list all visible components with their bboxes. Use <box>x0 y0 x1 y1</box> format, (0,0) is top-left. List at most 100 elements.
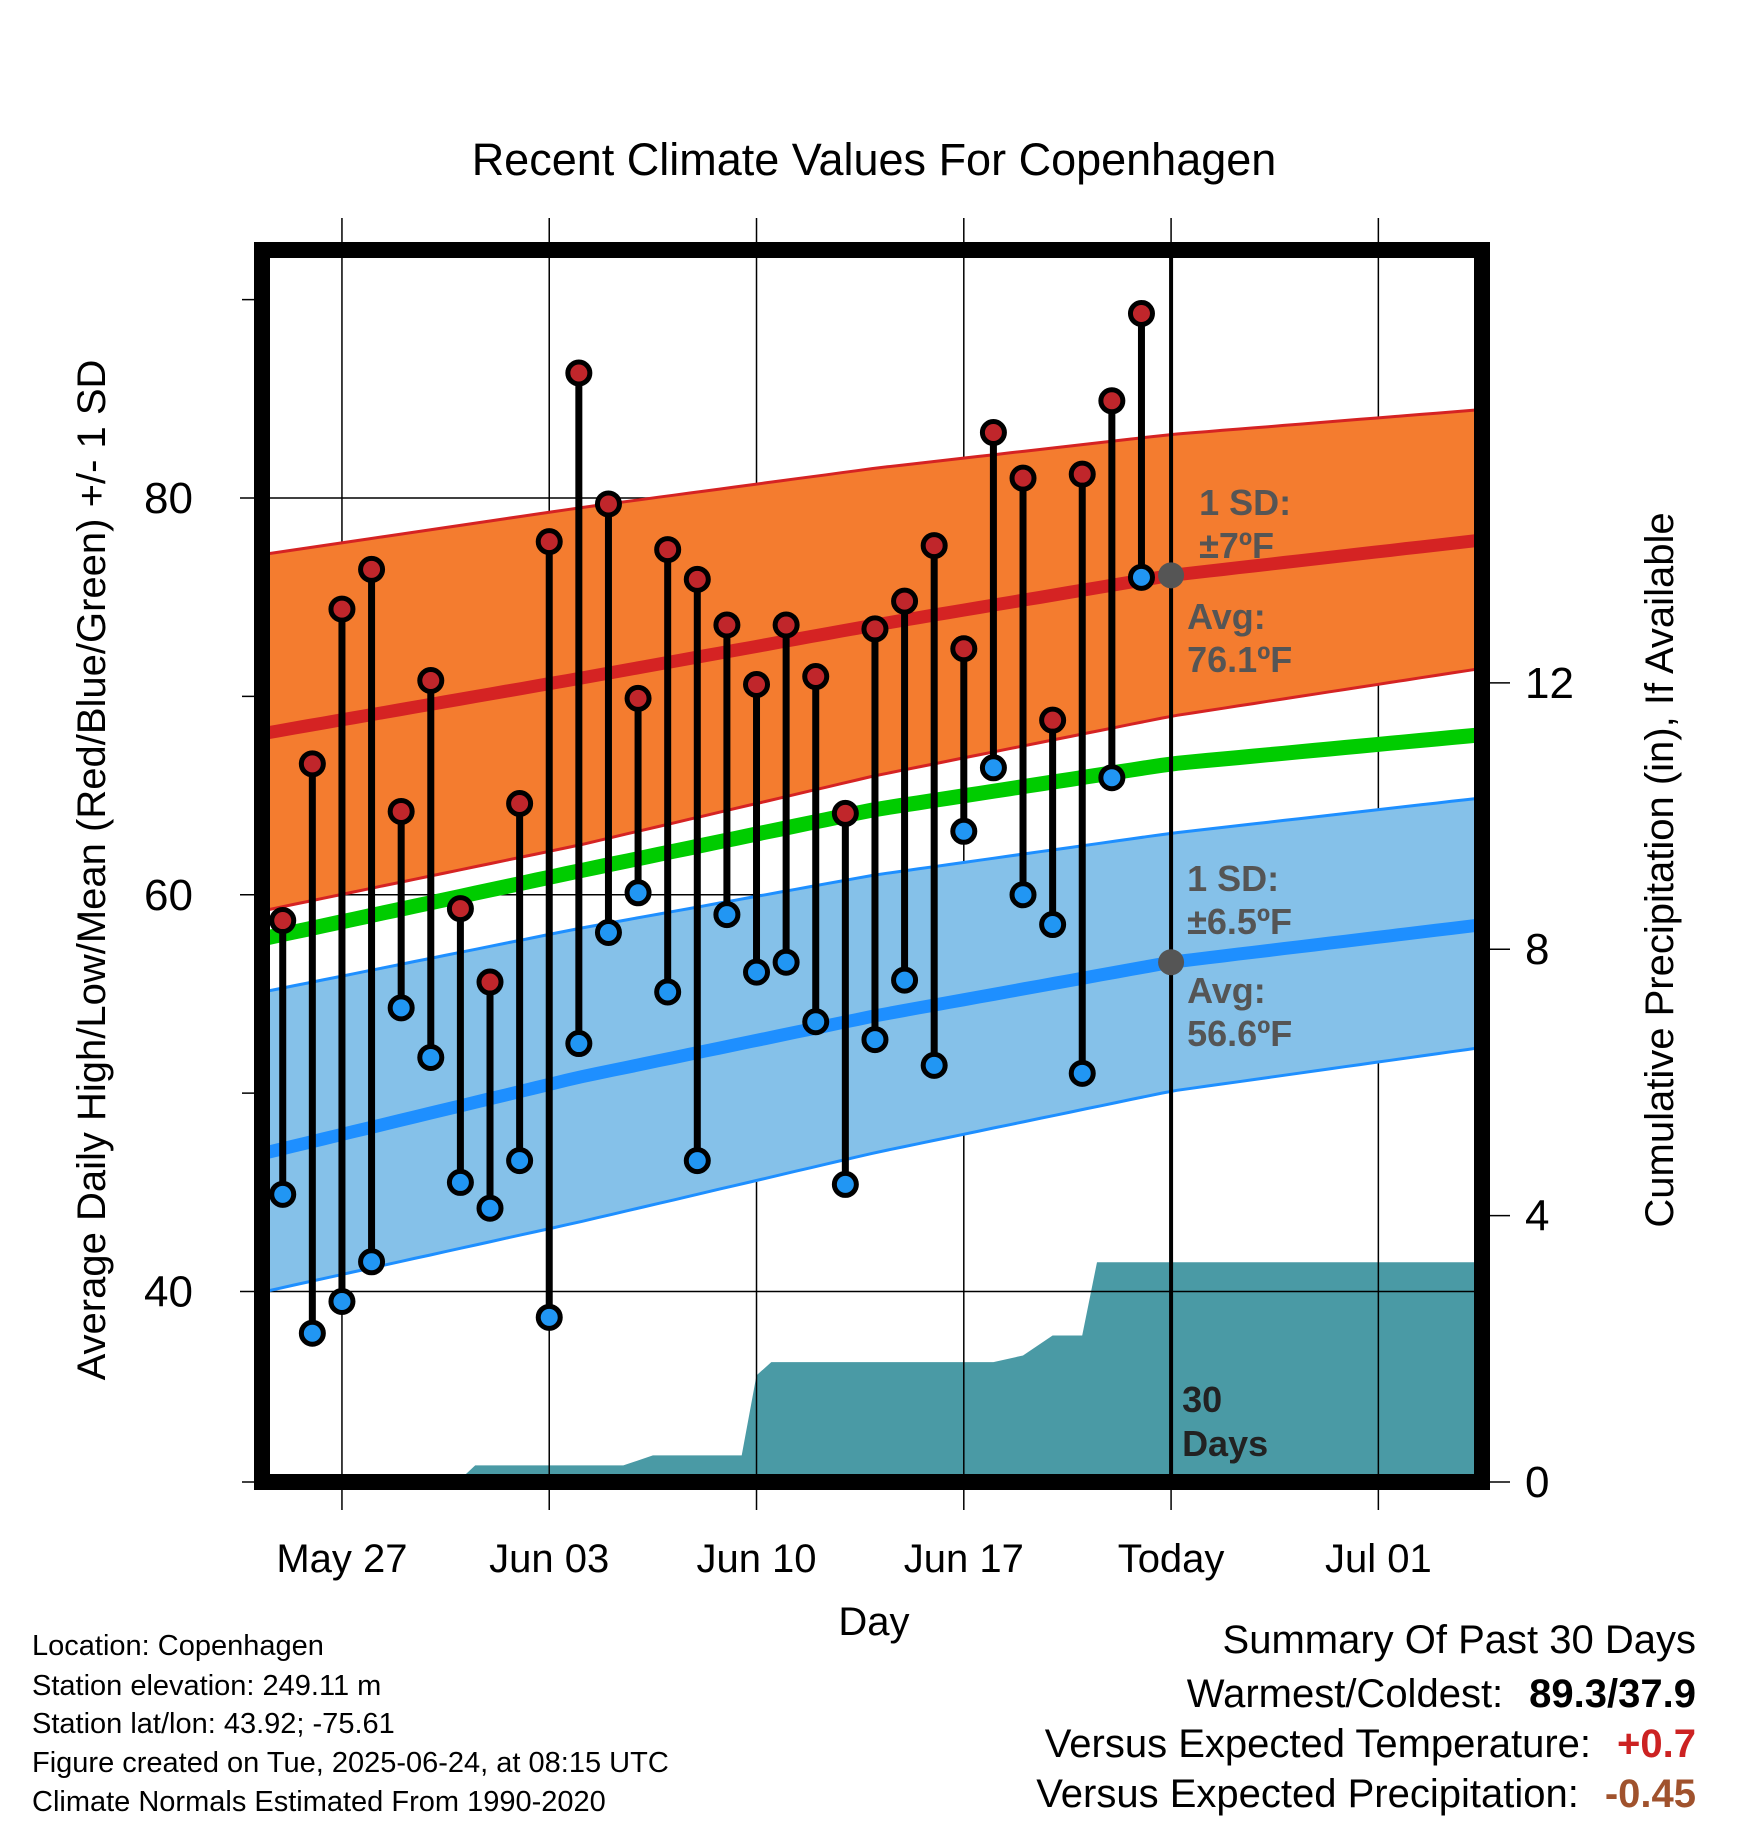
daily-high-point <box>683 565 711 593</box>
daily-high-point <box>831 799 859 827</box>
warm-cold-label: Warmest/Coldest: <box>1186 1672 1504 1716</box>
daily-high-point <box>1098 387 1126 415</box>
warm-cold-value: 89.3/37.9 <box>1529 1672 1696 1716</box>
chart-title: Recent Climate Values For Copenhagen <box>472 134 1277 185</box>
high-avg-value: 76.1ºF <box>1187 639 1292 680</box>
precip-label: Versus Expected Precipitation: <box>1036 1772 1579 1816</box>
temp-label: Versus Expected Temperature: <box>1044 1722 1592 1766</box>
y-tick-label: 40 <box>144 1268 193 1317</box>
daily-low-point <box>979 754 1007 782</box>
daily-high-point <box>979 419 1007 447</box>
daily-high-point <box>358 555 386 583</box>
y2-axis-label: Cumulative Precipitation (in), If Availa… <box>1638 512 1682 1227</box>
summary-warm-cold: Warmest/Coldest: 89.3/37.9 <box>1187 1672 1696 1717</box>
daily-low-point <box>565 1030 593 1058</box>
daily-low-point <box>328 1287 356 1315</box>
daily-high-point <box>1039 706 1067 734</box>
high-sd-value: ±7ºF <box>1199 525 1274 566</box>
daily-high-point <box>387 797 415 825</box>
daily-high-point <box>328 595 356 623</box>
daily-high-point <box>891 587 919 615</box>
daily-low-point <box>831 1170 859 1198</box>
daily-low-point <box>446 1168 474 1196</box>
y2-tick-label: 8 <box>1525 925 1549 974</box>
daily-high-point <box>1068 460 1096 488</box>
info-created: Figure created on Tue, 2025-06-24, at 08… <box>32 1747 669 1779</box>
daily-high-point <box>535 528 563 556</box>
daily-low-point <box>1039 911 1067 939</box>
low-sd-label: 1 SD: <box>1187 858 1279 899</box>
daily-high-point <box>298 750 326 778</box>
daily-high-point <box>920 532 948 560</box>
low-minus-sd-line <box>262 1045 1482 1294</box>
daily-high-point <box>950 635 978 663</box>
today-avg-high-marker <box>1158 562 1185 589</box>
x-tick-label: Jun 03 <box>489 1537 609 1581</box>
low-avg-label: Avg: <box>1187 970 1266 1011</box>
daily-high-point <box>654 536 682 564</box>
daily-low-point <box>298 1319 326 1347</box>
precip-area <box>262 1262 1482 1482</box>
precip-value: -0.45 <box>1604 1772 1696 1816</box>
low-avg-value: 56.6ºF <box>1187 1013 1292 1054</box>
temp-value: +0.7 <box>1617 1722 1696 1766</box>
x-tick-label: Jun 10 <box>696 1537 816 1581</box>
daily-low-point <box>654 978 682 1006</box>
summary-precip: Versus Expected Precipitation: -0.45 <box>1036 1772 1696 1817</box>
daily-low-point <box>891 966 919 994</box>
daily-high-point <box>594 490 622 518</box>
plot-frame <box>254 242 1490 1490</box>
low-sd-value: ±6.5ºF <box>1187 901 1292 942</box>
summary-title: Summary Of Past 30 Days <box>1222 1618 1696 1662</box>
daily-high-point <box>269 907 297 935</box>
daily-low-point <box>594 918 622 946</box>
days-count-label: 30 <box>1182 1379 1222 1420</box>
info-latlon: Station lat/lon: 43.92; -75.61 <box>32 1708 395 1740</box>
daily-low-point <box>269 1180 297 1208</box>
daily-high-point <box>417 667 445 695</box>
daily-low-point <box>506 1147 534 1175</box>
daily-low-point <box>861 1026 889 1054</box>
daily-low-point <box>1009 881 1037 909</box>
info-normals: Climate Normals Estimated From 1990-2020 <box>32 1786 606 1818</box>
daily-high-point <box>802 663 830 691</box>
daily-low-point <box>1098 764 1126 792</box>
x-tick-label: Jun 17 <box>904 1537 1024 1581</box>
daily-low-point <box>387 994 415 1022</box>
info-elevation: Station elevation: 249.11 m <box>32 1670 382 1702</box>
daily-high-point <box>713 611 741 639</box>
x-tick-label: May 27 <box>276 1537 407 1581</box>
high-plus-sd-line <box>262 408 1482 557</box>
daily-high-point <box>565 359 593 387</box>
daily-high-point <box>743 670 771 698</box>
daily-high-point <box>624 684 652 712</box>
daily-high-point <box>476 968 504 996</box>
x-tick-label: Jul 01 <box>1325 1537 1432 1581</box>
daily-high-point <box>446 895 474 923</box>
daily-low-point <box>950 817 978 845</box>
daily-low-point <box>535 1303 563 1331</box>
daily-low-point <box>624 879 652 907</box>
days-text-label: Days <box>1182 1423 1268 1464</box>
today-avg-low-marker <box>1158 949 1185 976</box>
y2-tick-label: 0 <box>1525 1458 1549 1507</box>
high-sd-label: 1 SD: <box>1199 482 1291 523</box>
daily-low-point <box>772 948 800 976</box>
y2-tick-label: 4 <box>1525 1192 1549 1241</box>
daily-high-point <box>772 611 800 639</box>
y-tick-label: 60 <box>144 871 193 920</box>
daily-high-point <box>1127 299 1155 327</box>
info-location: Location: Copenhagen <box>32 1630 324 1662</box>
high-avg-label: Avg: <box>1187 596 1266 637</box>
daily-low-point <box>802 1008 830 1036</box>
summary-temp: Versus Expected Temperature: +0.7 <box>1045 1722 1696 1767</box>
daily-high-point <box>1009 464 1037 492</box>
x-tick-label: Today <box>1118 1537 1225 1581</box>
daily-low-point <box>476 1194 504 1222</box>
y-axis-label: Average Daily High/Low/Mean (Red/Blue/Gr… <box>70 360 114 1381</box>
daily-low-point <box>743 958 771 986</box>
daily-low-point <box>1068 1059 1096 1087</box>
daily-low-point <box>683 1147 711 1175</box>
daily-low-point <box>358 1248 386 1276</box>
